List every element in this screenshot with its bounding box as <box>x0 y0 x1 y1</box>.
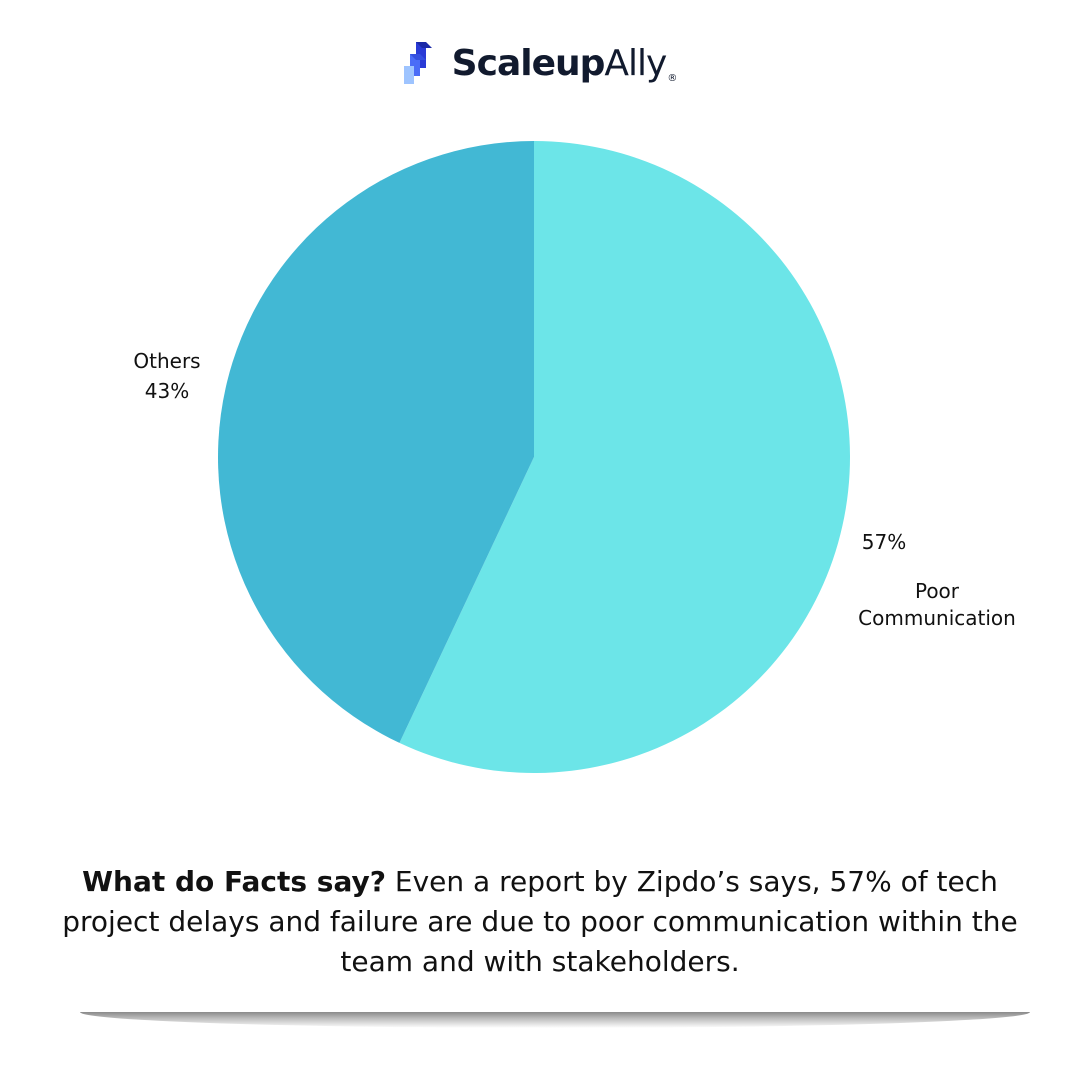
scaleupally-logo-icon <box>403 42 432 84</box>
registered-mark: ® <box>667 72 677 84</box>
brand-name-bold: Scaleup <box>451 42 606 84</box>
others-value-label: 43% <box>145 379 189 403</box>
pie-chart: Others 43% 57% Poor Communication <box>133 141 1016 773</box>
caption-text: Even a report by Zipdo’s says, 57% of te… <box>62 865 1018 978</box>
caption: What do Facts say? Even a report by Zipd… <box>60 862 1020 982</box>
slice-label-others: Others 43% <box>133 349 200 403</box>
poor-communication-value-label: 57% <box>862 530 906 554</box>
pie-slice-others <box>218 141 534 743</box>
slice-label-poor-communication: 57% Poor Communication <box>858 530 1016 630</box>
others-label: Others <box>133 349 200 373</box>
poor-communication-label-line1: Poor <box>915 579 960 603</box>
brand-name: ScaleupAlly® <box>451 42 678 84</box>
brand-header: ScaleupAlly® <box>0 40 1080 86</box>
caption-heading: What do Facts say? <box>82 865 386 898</box>
poor-communication-label-line2: Communication <box>858 606 1016 630</box>
brand-logo: ScaleupAlly® <box>403 40 678 86</box>
pie-slice-poor-communication <box>399 141 850 773</box>
bottom-shadow-divider <box>80 1012 1030 1028</box>
brand-name-light: Ally <box>604 42 667 84</box>
pie-slices <box>218 141 850 773</box>
